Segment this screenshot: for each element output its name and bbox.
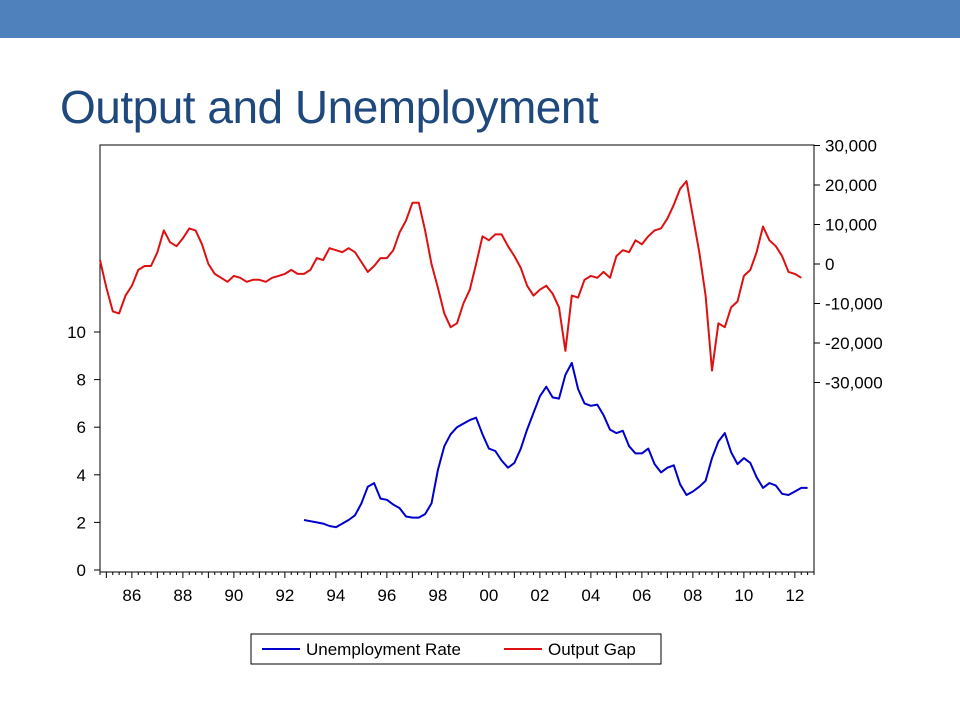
x-tick-label: 02 [530, 586, 549, 605]
x-tick-label: 06 [632, 586, 651, 605]
x-tick-label: 92 [275, 586, 294, 605]
right-tick-label: -20,000 [825, 334, 883, 353]
x-tick-label: 86 [122, 586, 141, 605]
x-tick-label: 00 [479, 586, 498, 605]
output-gap-line [99, 180, 802, 372]
unemployment-rate-line [303, 361, 808, 529]
right-tick-label: 20,000 [825, 176, 877, 195]
x-tick-label: 10 [734, 586, 753, 605]
legend-box [250, 633, 662, 665]
right-tick-label: 0 [825, 255, 834, 274]
left-tick-label: 0 [77, 561, 86, 580]
left-tick-label: 6 [77, 418, 86, 437]
x-tick-label: 98 [428, 586, 447, 605]
legend-label: Output Gap [548, 640, 636, 659]
x-tick-label: 90 [224, 586, 243, 605]
x-tick-label: 12 [785, 586, 804, 605]
right-tick-label: 10,000 [825, 216, 877, 235]
legend-label: Unemployment Rate [306, 640, 461, 659]
right-tick-label: -30,000 [825, 374, 883, 393]
top-accent-bar [0, 0, 960, 38]
x-tick-label: 88 [173, 586, 192, 605]
left-tick-label: 8 [77, 371, 86, 390]
slide-title: Output and Unemployment [60, 81, 599, 133]
plot-frame [99, 144, 815, 573]
right-tick-label: 30,000 [825, 137, 877, 156]
left-tick-label: 4 [77, 466, 86, 485]
right-tick-label: -10,000 [825, 295, 883, 314]
x-tick-label: 96 [377, 586, 396, 605]
x-tick-label: 08 [683, 586, 702, 605]
x-tick-label: 94 [326, 586, 345, 605]
left-tick-label: 2 [77, 513, 86, 532]
left-tick-label: 10 [67, 323, 86, 342]
x-tick-label: 04 [581, 586, 600, 605]
